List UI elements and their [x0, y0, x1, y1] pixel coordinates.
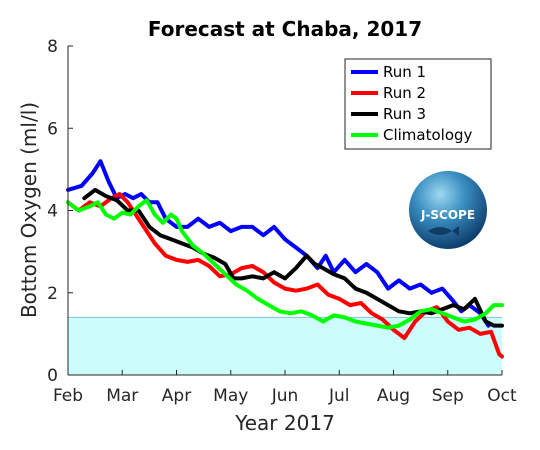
y-tick-label: 0 [47, 366, 58, 386]
y-tick-label: 8 [47, 37, 58, 57]
x-tick-label: May [213, 386, 248, 406]
x-tick-label: Apr [162, 386, 191, 406]
y-tick-label: 4 [47, 202, 58, 222]
legend-label-run-2: Run 2 [383, 84, 426, 102]
x-tick-label: Mar [106, 386, 138, 406]
x-tick-label: Jun [271, 386, 299, 406]
legend: Run 1 Run 2 Run 3 Climatology [344, 58, 492, 150]
series-line-run-1 [66, 159, 491, 328]
chart-title: Forecast at Chaba, 2017 [148, 17, 422, 41]
y-tick-label: 2 [47, 284, 58, 304]
y-tick-label: 6 [47, 119, 58, 139]
legend-label-run-3: Run 3 [383, 105, 426, 123]
jscope-logo: J-SCOPE [409, 171, 487, 249]
hypoxia-band-layer [68, 316, 502, 375]
x-tick-label: Sep [432, 386, 464, 406]
logo-fish [428, 226, 459, 236]
x-axis-ticks: Feb Mar Apr May Jun Jul Aug Sep Oct [53, 370, 517, 406]
legend-label-climatology: Climatology [383, 126, 473, 144]
x-axis-label: Year 2017 [234, 411, 335, 435]
series-line-run-2 [66, 192, 504, 359]
series-line-climatology [66, 198, 504, 330]
logo-label: J-SCOPE [420, 208, 475, 222]
x-tick-label: Oct [487, 386, 517, 406]
x-tick-label: Aug [377, 386, 410, 406]
legend-entries: Run 1 Run 2 Run 3 Climatology [351, 63, 473, 144]
x-tick-label: Feb [53, 386, 83, 406]
logo-globe [409, 171, 487, 249]
y-axis-label: Bottom Oxygen (ml/l) [17, 102, 41, 318]
series-layer [66, 159, 504, 359]
y-axis-ticks: 0 2 4 6 8 [47, 37, 73, 386]
x-tick-label: Jul [328, 386, 350, 406]
legend-label-run-1: Run 1 [383, 63, 426, 81]
hypoxia-band [68, 317, 502, 375]
